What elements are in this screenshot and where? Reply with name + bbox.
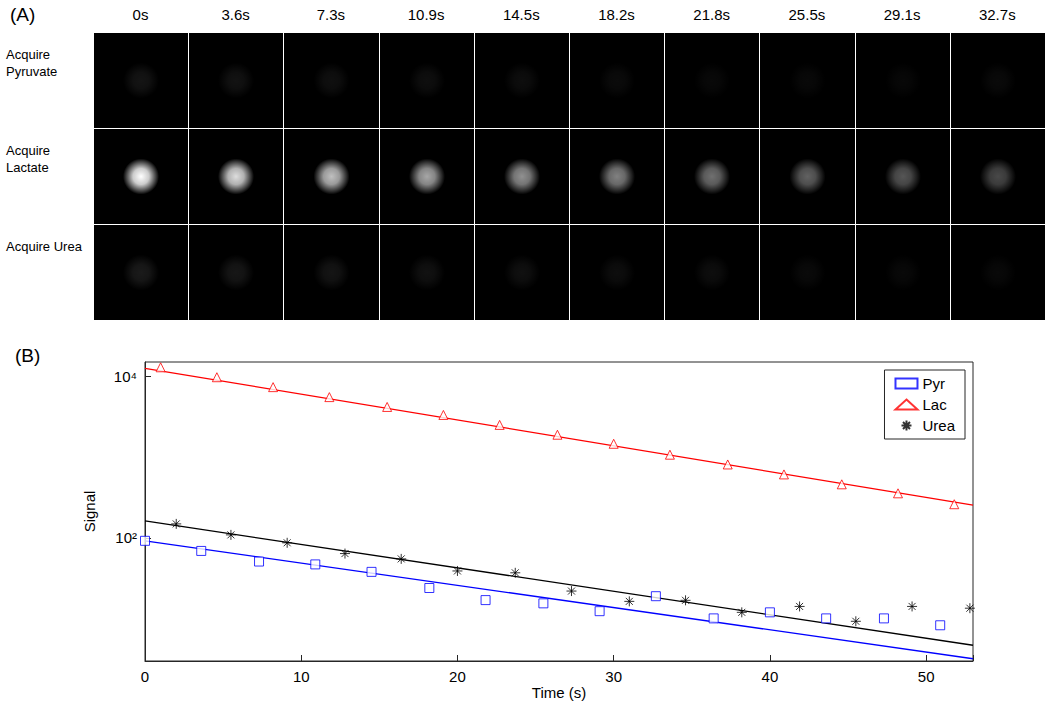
html-text:32.7s: 32.7s xyxy=(978,6,1016,23)
html-text:Acquire Urea: Acquire Urea xyxy=(6,239,82,254)
html-text:7.3s: 7.3s xyxy=(316,6,346,23)
svg-text:40: 40 xyxy=(762,668,779,685)
svg-text:30: 30 xyxy=(605,668,622,685)
html-text:25.5s: 25.5s xyxy=(788,6,826,23)
html-text:Acquire Lactate: Acquire Lactate xyxy=(6,143,51,175)
svg-text:Signal: Signal xyxy=(81,491,98,533)
svg-text:Lac: Lac xyxy=(922,396,947,413)
svg-text:10⁴: 10⁴ xyxy=(114,368,137,385)
svg-text:Pyr: Pyr xyxy=(922,375,945,392)
svg-text:10: 10 xyxy=(293,668,310,685)
html-text:Acquire Pyruvate: Acquire Pyruvate xyxy=(6,47,58,79)
svg-text:20: 20 xyxy=(449,668,466,685)
svg-text:10²: 10² xyxy=(115,529,137,546)
svg-text:50: 50 xyxy=(918,668,935,685)
html-text:3.6s: 3.6s xyxy=(221,6,250,23)
svg-text:(B): (B) xyxy=(15,345,40,366)
html-text:29.1s: 29.1s xyxy=(883,6,921,23)
html-text:0s: 0s xyxy=(132,6,149,23)
svg-text:Urea: Urea xyxy=(922,417,955,434)
html-text:(A): (A) xyxy=(10,4,36,25)
svg-text:0: 0 xyxy=(141,668,149,685)
html-text:14.5s: 14.5s xyxy=(502,6,540,23)
svg-text:Time (s): Time (s) xyxy=(532,684,586,701)
html-text:21.8s: 21.8s xyxy=(693,6,730,23)
html-text:18.2s: 18.2s xyxy=(598,6,635,23)
html-text:10.9s: 10.9s xyxy=(407,6,445,23)
